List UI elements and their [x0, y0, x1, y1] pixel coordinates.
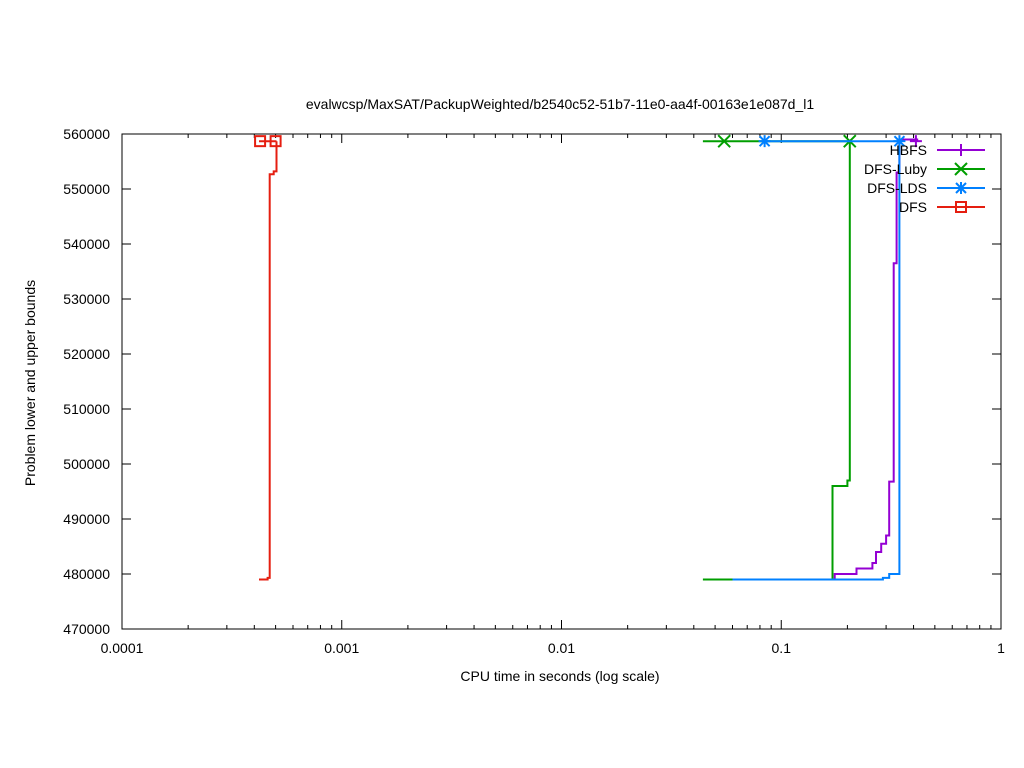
legend-label-dfs: DFS: [899, 199, 927, 215]
series-dfs-luby-lower-bound-line: [702, 141, 851, 581]
series-dfs-lds-marker: [758, 135, 771, 148]
x-tick-label: 1: [997, 640, 1005, 656]
legend-marker-dfs: [955, 201, 967, 213]
y-tick-label: 520000: [63, 346, 110, 362]
x-tick-label: 0.001: [324, 640, 359, 656]
y-tick-label: 510000: [63, 401, 110, 417]
series-dfs-lds-lower-bound-line: [732, 141, 901, 581]
series-hbfs-lower-bound-line: [751, 138, 919, 581]
y-tick-label: 560000: [63, 126, 110, 142]
legend-marker-hbfs: [955, 144, 967, 156]
y-tick-label: 490000: [63, 511, 110, 527]
y-tick-label: 500000: [63, 456, 110, 472]
series-dfs-lower-bound-line: [259, 141, 278, 581]
chart-title: evalwcsp/MaxSAT/PackupWeighted/b2540c52-…: [306, 96, 814, 112]
legend-label-dfs-luby: DFS-Luby: [864, 161, 927, 177]
series-dfs-luby-marker: [717, 134, 731, 148]
x-axis-label: CPU time in seconds (log scale): [460, 668, 659, 684]
x-tick-label: 0.01: [548, 640, 575, 656]
plot-frame: [121, 133, 1002, 630]
series-dfs-marker: [254, 135, 267, 148]
x-tick-label: 0.0001: [101, 640, 144, 656]
series-dfs-lds-marker: [893, 135, 906, 148]
series-dfs-marker: [269, 135, 282, 148]
series-hbfs-marker: [909, 135, 922, 148]
x-tick-label: 0.1: [772, 640, 792, 656]
legend-marker-dfs-luby: [954, 162, 968, 176]
y-tick-label: 480000: [63, 566, 110, 582]
legend: HBFS DFS-Luby DFS-LDS DFS: [864, 142, 985, 215]
legend-label-dfs-lds: DFS-LDS: [867, 180, 927, 196]
y-tick-label: 470000: [63, 621, 110, 637]
y-axis-label: Problem lower and upper bounds: [22, 280, 38, 486]
legend-marker-dfs-lds: [955, 182, 967, 194]
y-tick-label: 550000: [63, 181, 110, 197]
y-tick-label: 530000: [63, 291, 110, 307]
y-tick-label: 540000: [63, 236, 110, 252]
legend-label-hbfs: HBFS: [890, 142, 927, 158]
plot-area: 470000 480000 490000 500000 510000 520000 5300…: [63, 126, 1005, 656]
